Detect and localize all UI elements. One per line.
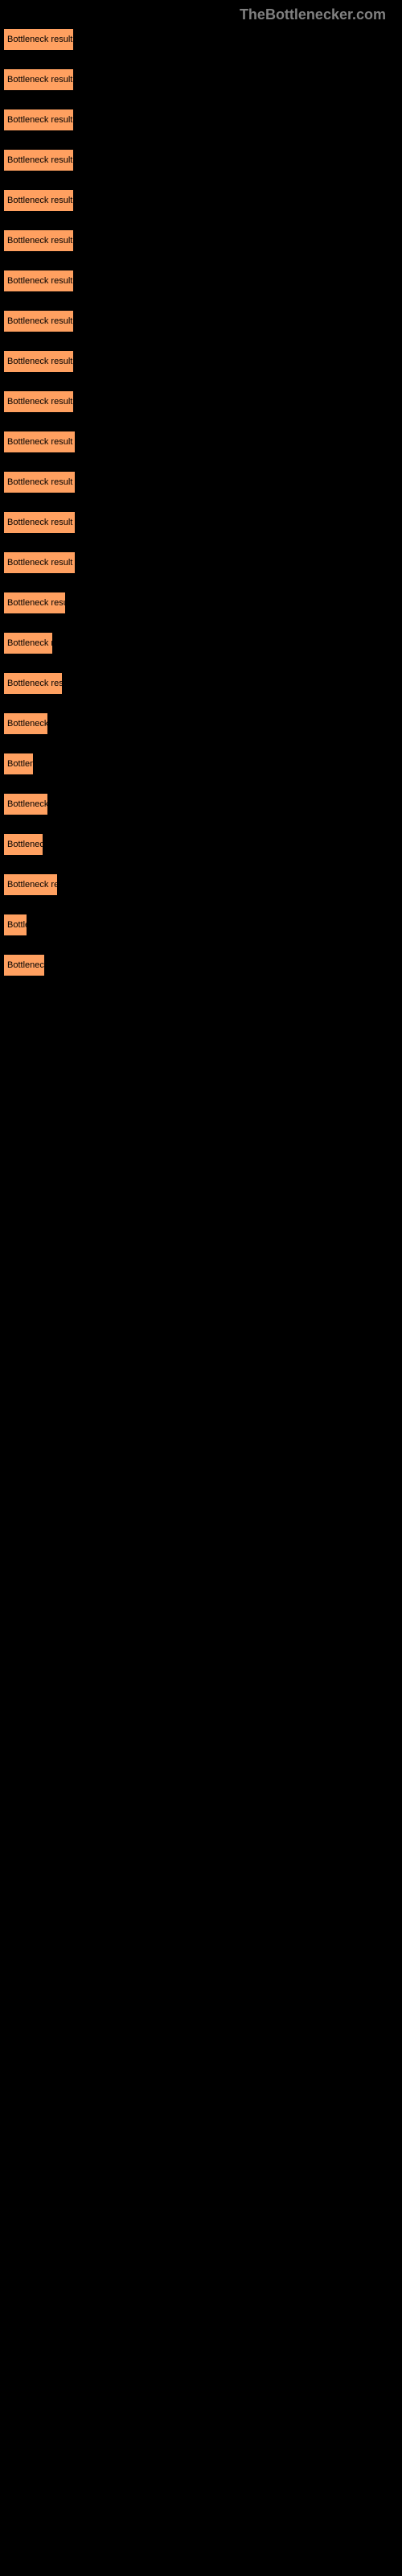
bottleneck-bar: Bottleneck result [3, 712, 48, 735]
bottleneck-bar: Bottleneck result [3, 310, 74, 332]
bottleneck-bar: Bottleneck result [3, 592, 66, 614]
bar-row: Bottleneck result [3, 68, 402, 91]
bar-row: Bottleneck result [3, 793, 402, 815]
bar-row: Bottleneck result [3, 390, 402, 413]
bar-row: Bottleneck result [3, 873, 402, 896]
bottleneck-bar: Bottleneck result [3, 511, 76, 534]
bar-row: Bottleneck result [3, 712, 402, 735]
bottleneck-bar: Bottleneck result [3, 954, 45, 976]
brand-watermark: TheBottlenecker.com [240, 6, 386, 23]
bar-row: Bottleneck result [3, 229, 402, 252]
bottleneck-bar: Bottleneck result [3, 914, 27, 936]
bar-row: Bottleneck result [3, 632, 402, 654]
bottleneck-bar: Bottleneck result [3, 632, 53, 654]
bottleneck-bar: Bottleneck result [3, 350, 74, 373]
bar-row: Bottleneck result [3, 350, 402, 373]
bottleneck-bar: Bottleneck result [3, 431, 76, 453]
bottleneck-bar: Bottleneck result [3, 189, 74, 212]
bar-row: Bottleneck result [3, 833, 402, 856]
bar-row: Bottleneck result [3, 592, 402, 614]
bar-row: Bottleneck result [3, 149, 402, 171]
bar-row: Bottleneck result [3, 954, 402, 976]
bar-row: Bottleneck result [3, 914, 402, 936]
bar-row: Bottleneck result [3, 270, 402, 292]
bar-row: Bottleneck result [3, 431, 402, 453]
bottleneck-bar: Bottleneck result [3, 229, 74, 252]
bottleneck-bar: Bottleneck result [3, 873, 58, 896]
bottleneck-bar: Bottleneck result [3, 471, 76, 493]
bar-row: Bottleneck result [3, 471, 402, 493]
bottleneck-bar: Bottleneck result [3, 793, 48, 815]
bar-row: Bottleneck result [3, 310, 402, 332]
bar-row: Bottleneck result [3, 189, 402, 212]
bottleneck-bar: Bottleneck result [3, 833, 43, 856]
bottleneck-bar: Bottleneck result [3, 109, 74, 131]
bottleneck-bar: Bottleneck result [3, 68, 74, 91]
bottleneck-bar: Bottleneck result [3, 149, 74, 171]
bottleneck-bar: Bottleneck result [3, 270, 74, 292]
bar-row: Bottleneck result [3, 28, 402, 51]
bar-row: Bottleneck result [3, 109, 402, 131]
bottleneck-bar: Bottleneck result [3, 753, 34, 775]
bottleneck-bar: Bottleneck result [3, 390, 74, 413]
bottleneck-bar: Bottleneck result [3, 28, 74, 51]
bottleneck-bar: Bottleneck result [3, 551, 76, 574]
bar-row: Bottleneck result [3, 551, 402, 574]
bottleneck-bar: Bottleneck result [3, 672, 63, 695]
bar-row: Bottleneck result [3, 511, 402, 534]
bar-row: Bottleneck result [3, 672, 402, 695]
bar-row: Bottleneck result [3, 753, 402, 775]
